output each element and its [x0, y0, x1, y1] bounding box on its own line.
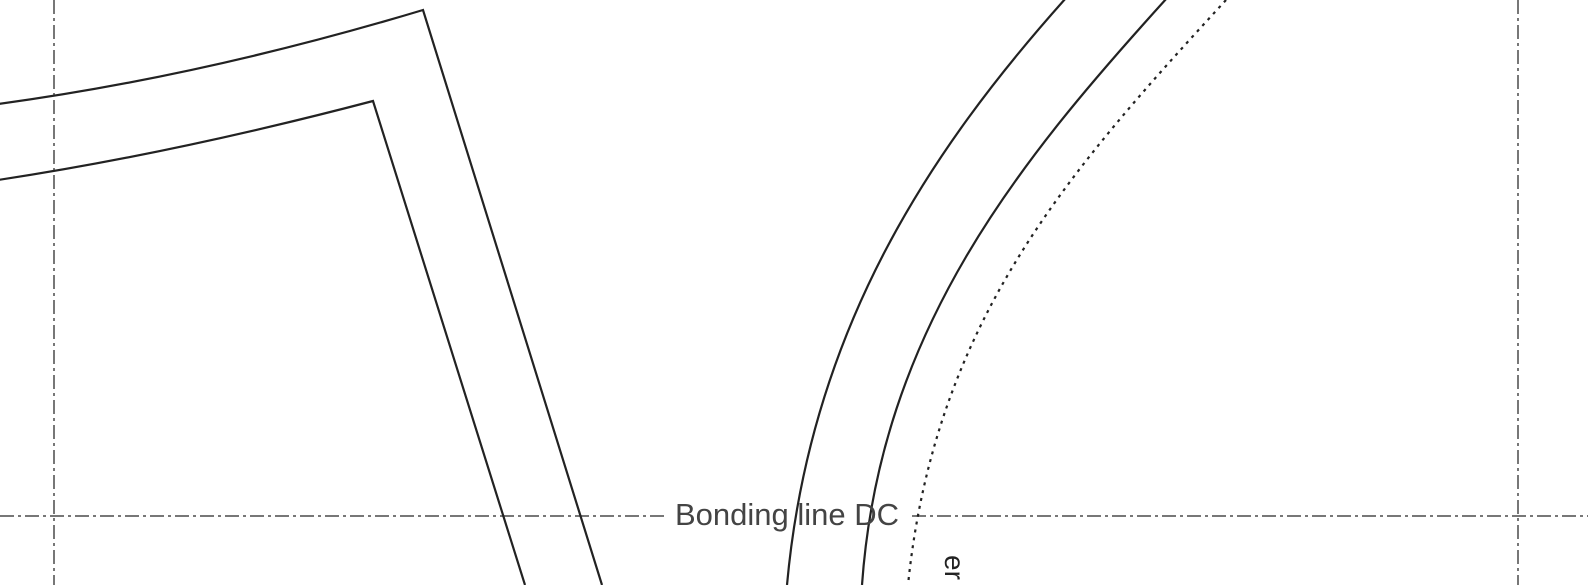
edge-label-fragment: er: [939, 555, 970, 580]
curved-piece-stitch-line: [906, 0, 1227, 585]
left-piece-inner-cut-line: [0, 99, 527, 585]
left-piece-outer-cut-line: [0, 8, 604, 585]
curved-piece-outer-line: [785, 0, 1066, 585]
curved-piece-inner-line: [860, 0, 1167, 585]
bonding-line-label: Bonding line DC: [675, 497, 899, 532]
